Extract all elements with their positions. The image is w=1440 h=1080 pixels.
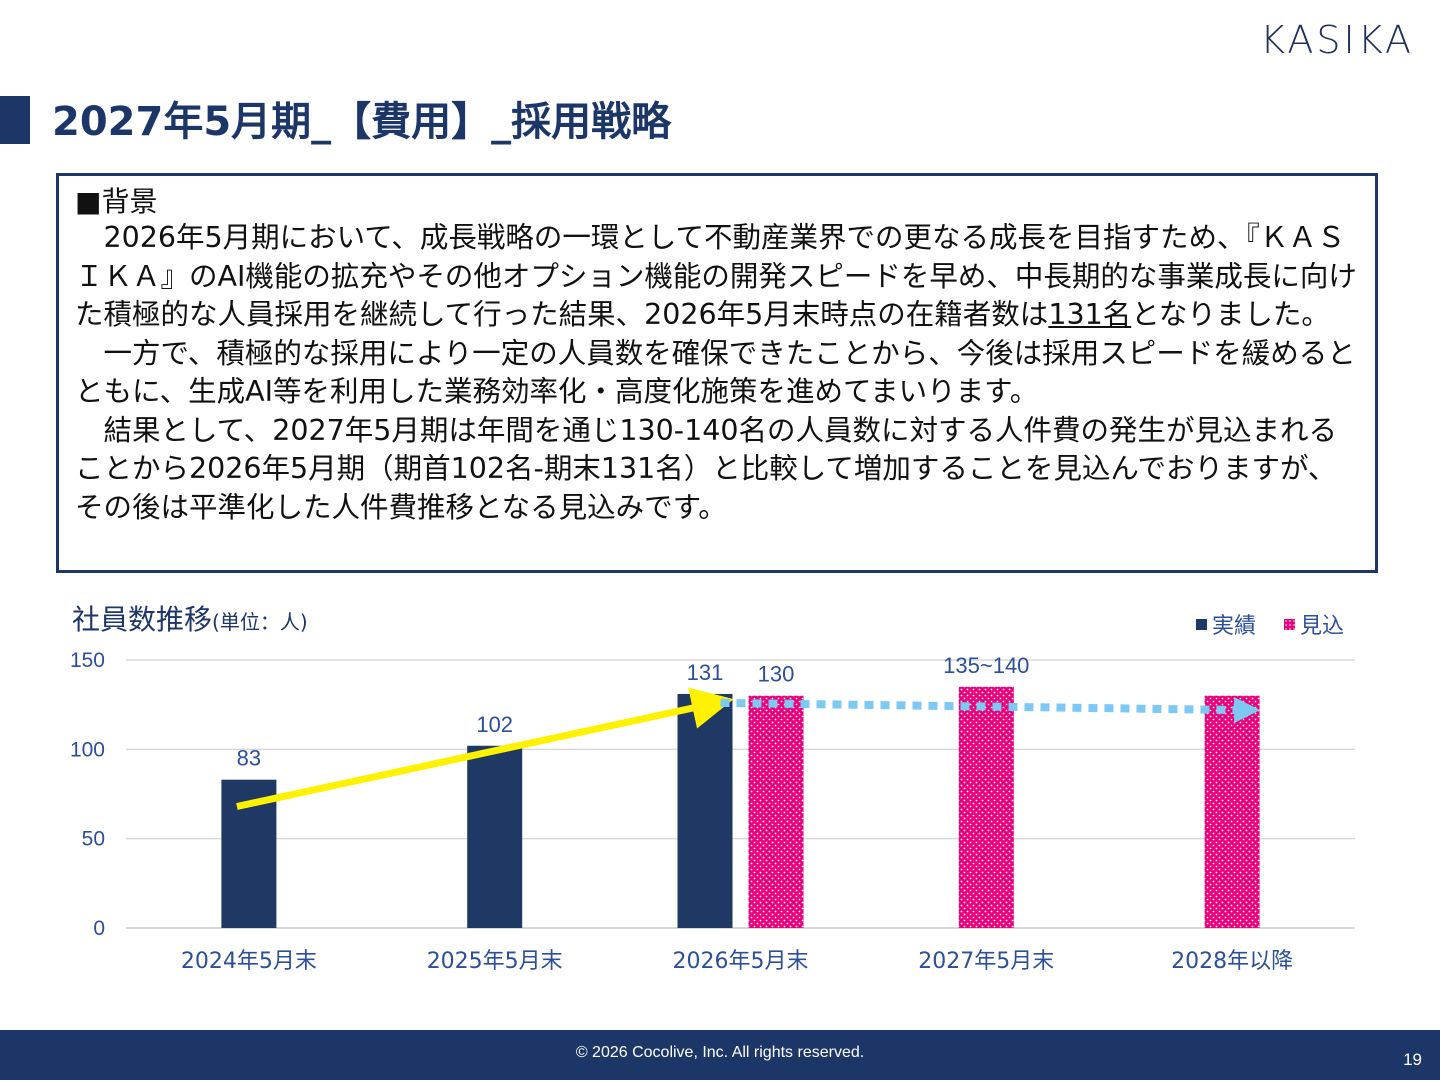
paragraph-1-text: 2026年5月期において、成長戦略の一環として不動産業界での更なる成長を目指すた…: [75, 221, 1357, 331]
x-tick-label: 2024年5月末: [181, 949, 317, 974]
x-tick-label: 2025年5月末: [427, 949, 563, 974]
data-label: 135~140: [943, 653, 1029, 678]
copyright-text: © 2026 Cocolive, Inc. All rights reserve…: [575, 1044, 865, 1061]
y-tick-label: 50: [82, 828, 105, 851]
bar-forecast: [748, 695, 804, 928]
page-number: 19: [1403, 1050, 1422, 1069]
data-label: 130: [758, 662, 795, 687]
legend-swatch-forecast: [1283, 618, 1295, 630]
title-accent-bar: [0, 96, 30, 144]
bar-forecast: [1204, 695, 1260, 928]
trend-arrow-actual: [236, 687, 734, 810]
footer: © 2026 Cocolive, Inc. All rights reserve…: [0, 1030, 1440, 1080]
chart-title: 社員数推移(単位：人): [72, 598, 308, 638]
background-heading: ■背景: [75, 185, 158, 218]
y-tick-label: 0: [93, 917, 105, 940]
x-tick-label: 2026年5月末: [673, 949, 809, 974]
background-paragraph-1: 2026年5月期において、成長戦略の一環として不動産業界での更なる成長を目指すた…: [75, 219, 1361, 335]
background-paragraph-2: 一方で、積極的な採用により一定の人員数を確保できたことから、今後は採用スピードを…: [75, 336, 1356, 409]
x-tick-label: 2027年5月末: [918, 949, 1054, 974]
headcount-emphasis: 131名: [1048, 298, 1132, 331]
headcount-chart: 0 50 100 150 2024年5月末 2025年5月末 2026年5月末 2027年5月…: [70, 649, 1355, 974]
page-title: 2027年5月期_【費用】_採用戦略: [52, 99, 672, 145]
legend-swatch-actual: [1195, 618, 1207, 630]
bar-actual: [677, 693, 733, 928]
chart-unit: (単位：人): [212, 610, 308, 634]
y-tick-label: 150: [70, 649, 105, 672]
data-label: 83: [237, 746, 261, 771]
bar-forecast: [958, 686, 1014, 928]
bar-actual: [467, 745, 523, 928]
x-tick-label: 2028年以降: [1171, 949, 1293, 974]
kasika-logo: KASIKA: [1260, 18, 1414, 62]
legend-label-forecast: 見込: [1299, 614, 1344, 639]
trend-arrowhead-forecast: [1234, 697, 1261, 724]
background-box: ■背景 2026年5月期において、成長戦略の一環として不動産業界での更なる成長を…: [56, 173, 1378, 573]
chart-legend: 実績 見込: [1195, 608, 1344, 640]
data-label: 102: [476, 712, 513, 737]
trend-arrow-forecast: [720, 698, 1239, 715]
data-label: 131: [687, 660, 724, 685]
chart-title-text: 社員数推移: [72, 603, 213, 636]
background-paragraph-3: 結果として、2027年5月期は年間を通じ130-140名の人員数に対する人件費の…: [75, 413, 1337, 524]
y-tick-label: 100: [70, 738, 105, 761]
legend-label-actual: 実績: [1211, 614, 1256, 639]
paragraph-1-tail: となりました。: [1131, 298, 1330, 331]
